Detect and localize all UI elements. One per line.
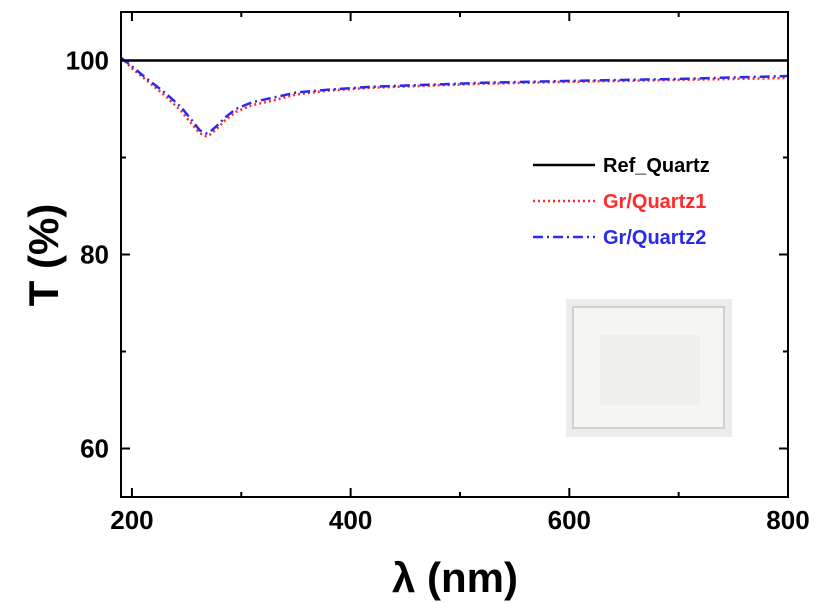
axis-ticks [121,12,789,497]
y-tick-label: 100 [66,46,109,76]
legend: Ref_Quartz Gr/Quartz1 Gr/Quartz2 [533,155,710,249]
quartz-sample-photo [566,299,732,437]
legend-label-1: Gr/Quartz1 [603,191,706,213]
series-line-1 [120,56,789,138]
y-tick-label: 60 [80,434,109,464]
x-tick-label: 200 [110,505,153,535]
x-axis-title: λ (nm) [392,554,518,601]
x-tick-label: 800 [766,505,809,535]
x-tick-label: 400 [329,505,372,535]
y-tick-label: 80 [80,240,109,270]
plot-series [120,56,789,138]
y-axis-title: T (%) [20,204,67,307]
series-line-2 [120,56,789,135]
tick-labels: 200 400 600 800 60 80 100 [66,46,810,536]
legend-label-0: Ref_Quartz [603,155,710,177]
x-tick-label: 600 [548,505,591,535]
legend-label-2: Gr/Quartz2 [603,227,706,249]
